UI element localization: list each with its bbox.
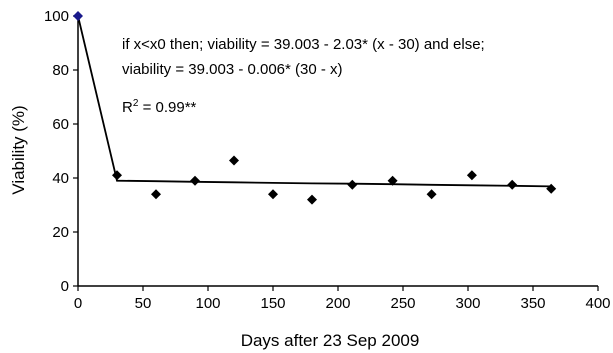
- x-tick-label: 250: [390, 295, 415, 312]
- r-squared-superscript: 2: [133, 98, 139, 109]
- data-point: [73, 11, 83, 21]
- data-point: [307, 194, 317, 205]
- y-tick-label: 40: [52, 170, 69, 187]
- r-squared-prefix: R: [122, 99, 133, 116]
- data-point: [151, 189, 161, 200]
- equation-line-2: viability = 39.003 - 0.006* (30 - x): [122, 61, 343, 78]
- y-tick-label: 100: [44, 8, 69, 25]
- regression-line: [77, 15, 552, 188]
- data-point: [387, 175, 398, 186]
- x-tick-label: 400: [585, 295, 610, 312]
- x-tick-label: 150: [260, 295, 285, 312]
- x-tick-label: 350: [520, 295, 545, 312]
- data-point: [347, 179, 358, 190]
- y-tick-label: 80: [52, 62, 69, 79]
- x-tick-label: 50: [135, 295, 152, 312]
- r-squared-value: = 0.99**: [138, 99, 196, 116]
- x-axis-ticks: 0 50 100 150 200 250 300 350 400: [74, 286, 611, 312]
- r-squared-label: R2 = 0.99**: [122, 98, 197, 116]
- data-point: [507, 179, 518, 190]
- data-point: [229, 155, 239, 166]
- x-tick-label: 200: [325, 295, 350, 312]
- y-tick-label: 60: [52, 116, 69, 133]
- y-axis-ticks: 0 20 40 60 80 100: [44, 8, 78, 295]
- x-tick-label: 0: [74, 295, 82, 312]
- data-point: [466, 170, 477, 181]
- data-point: [546, 183, 557, 194]
- y-tick-label: 20: [52, 224, 69, 241]
- data-point: [426, 189, 437, 200]
- data-point: [190, 175, 200, 186]
- y-tick-label: 0: [61, 278, 69, 295]
- x-axis-title: Days after 23 Sep 2009: [241, 331, 420, 350]
- series-layer: [73, 11, 557, 205]
- equation-line-1: if x<x0 then; viability = 39.003 - 2.03*…: [122, 36, 485, 53]
- data-point: [268, 189, 278, 200]
- y-axis-title: Viability (%): [9, 105, 28, 194]
- x-tick-label: 100: [195, 295, 220, 312]
- data-point: [112, 170, 122, 181]
- x-tick-label: 300: [455, 295, 480, 312]
